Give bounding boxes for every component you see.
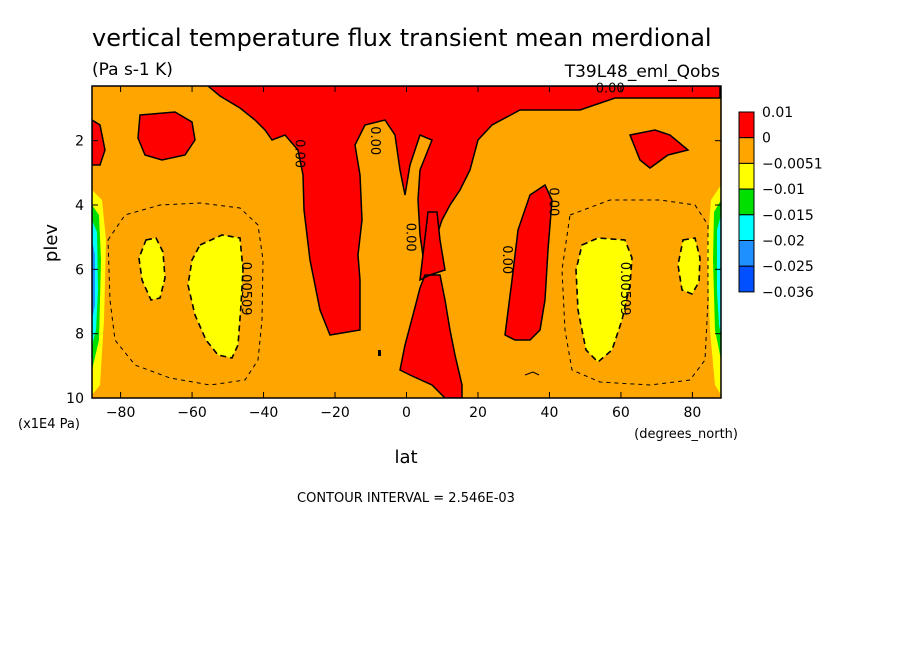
contour-label: 0.00 (596, 81, 625, 96)
y-tick-label: 2 (75, 134, 84, 150)
legend-swatch (738, 240, 755, 267)
chart-units: (Pa s-1 K) (92, 60, 173, 80)
contour-label: 0.00509 (238, 262, 253, 316)
x-axis-label: lat (394, 447, 417, 468)
field-red-east-column (504, 183, 553, 341)
legend-level-label: −0.0051 (762, 156, 823, 172)
field-red-right-blob (628, 129, 690, 169)
y-axis-units: (x1E4 Pa) (18, 417, 80, 432)
field-red-west-edge (92, 119, 106, 166)
plot-area (92, 86, 721, 398)
x-tick-label: −20 (320, 405, 350, 421)
legend-swatch (738, 265, 755, 293)
legend-swatch (738, 162, 755, 190)
contour-label: 0.00 (292, 139, 307, 168)
speck-2 (524, 371, 540, 376)
legend-level-label: −0.025 (762, 259, 814, 275)
legend-level-label: 0.01 (762, 105, 793, 121)
x-tick-label: −80 (106, 405, 136, 421)
legend-swatch (738, 137, 755, 164)
x-tick-label: 60 (612, 405, 630, 421)
field-yellow-nh (575, 237, 633, 364)
y-tick-label: 8 (75, 327, 84, 343)
contour-label: 0.00 (403, 223, 418, 252)
legend-swatch (738, 188, 755, 216)
x-tick-label: −60 (177, 405, 207, 421)
x-tick-label: 0 (402, 405, 411, 421)
chart-title: vertical temperature flux transient mean… (92, 24, 712, 52)
contour-label: 0.00 (367, 126, 382, 155)
x-axis-units: (degrees_north) (634, 427, 738, 442)
contour-label: 0.00 (499, 245, 514, 274)
x-tick-label: −40 (249, 405, 279, 421)
colorbar-legend: 0.01 0 −0.0051 −0.01 −0.015 −0.02 −0.025 −0.036 (738, 105, 823, 301)
x-tick-label: 20 (469, 405, 487, 421)
field-yellow-sh (187, 234, 244, 359)
x-tick-label: 40 (541, 405, 559, 421)
speck-1 (378, 350, 381, 356)
legend-level-label: −0.015 (762, 208, 814, 224)
contour-label: 0.00509 (617, 262, 632, 316)
contour-label: 0.00 (545, 187, 560, 216)
run-label: T39L48_eml_Qobs (564, 62, 720, 82)
contour-labels: 0.00 0.00 0.00 0.00 0.00 0.00 0.00509 0.00509 (238, 81, 632, 315)
y-tick-label: 6 (75, 262, 84, 278)
field-yellow-sh-small (138, 237, 166, 301)
y-axis-ticks: 2 4 6 8 10 (66, 134, 721, 407)
legend-level-label: −0.01 (762, 182, 805, 198)
field-red-top (206, 86, 721, 336)
field-red-center-column (399, 211, 463, 398)
contour-thin-dashed-nh (561, 199, 709, 386)
field-east-edge-cyan (717, 215, 721, 335)
legend-swatch (738, 111, 755, 139)
legend-level-label: 0 (762, 131, 771, 147)
x-axis-ticks: −80 −60 −40 −20 0 20 40 60 80 (106, 86, 701, 421)
x-tick-label: 80 (683, 405, 701, 421)
y-tick-label: 4 (75, 198, 84, 214)
field-yellow-nh-small (677, 237, 701, 295)
legend-swatch (738, 214, 755, 242)
y-axis-label: plev (41, 224, 62, 263)
y-tick-label: 10 (66, 391, 84, 407)
contour-interval-note: CONTOUR INTERVAL = 2.546E-03 (297, 491, 515, 506)
legend-level-label: −0.02 (762, 234, 805, 250)
legend-level-label: −0.036 (762, 285, 814, 301)
field-red-left-blob (137, 111, 196, 161)
